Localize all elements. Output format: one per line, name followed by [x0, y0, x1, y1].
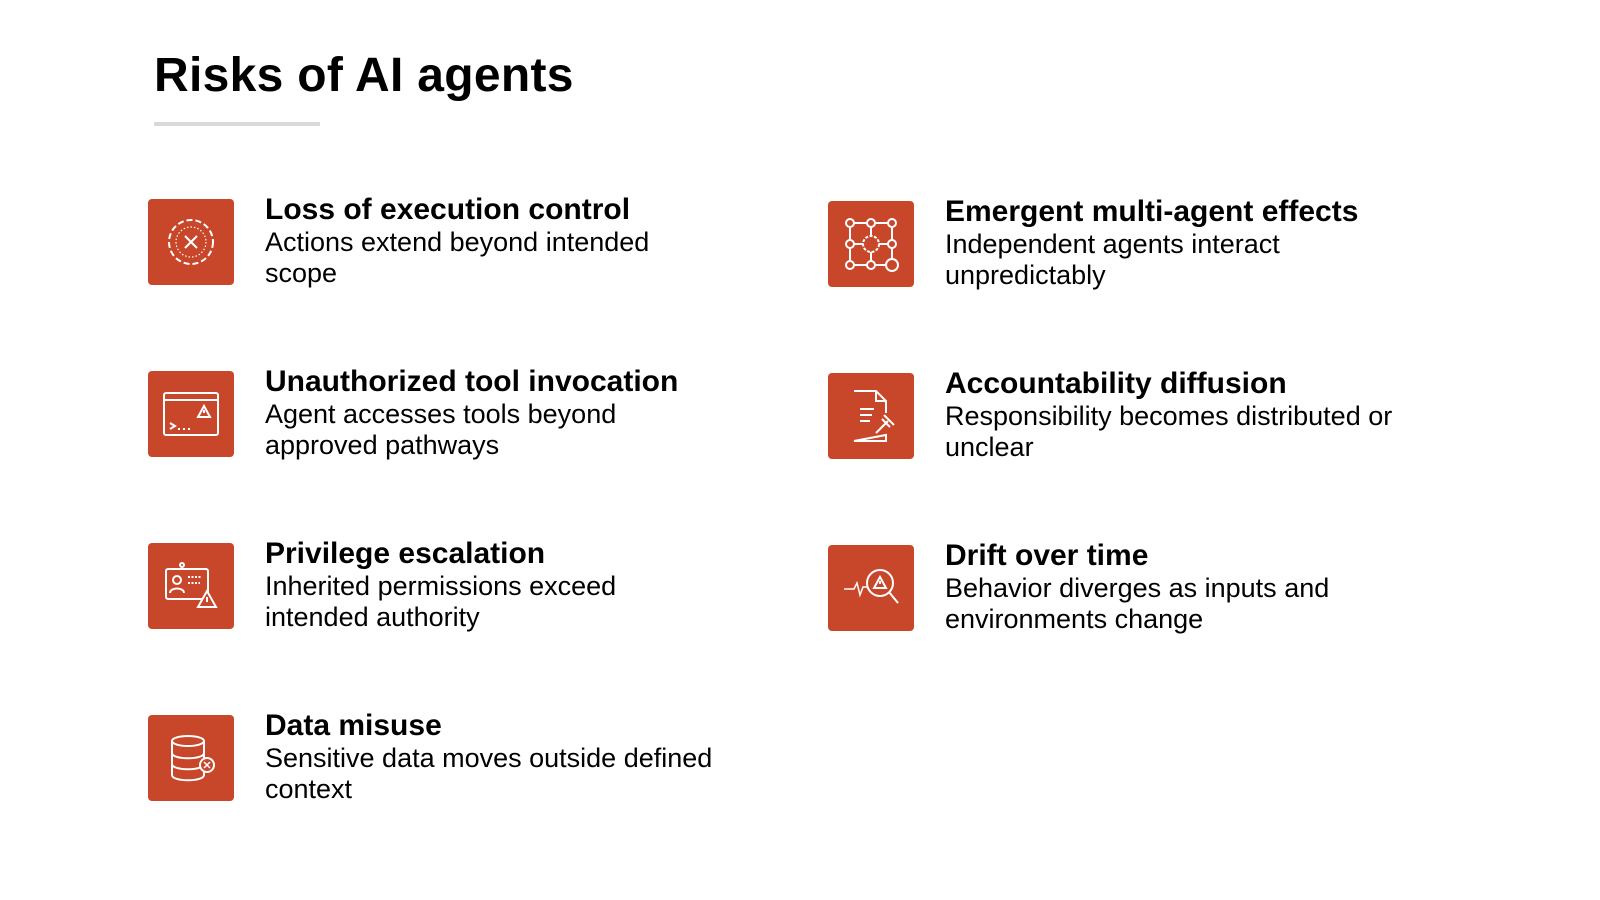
risk-heading: Unauthorized tool invocation [265, 365, 679, 398]
terminal-warning-icon [148, 371, 234, 457]
risk-item: Data misuse Sensitive data moves outside … [148, 709, 725, 805]
gear-x-icon [148, 199, 234, 285]
risk-description: Sensitive data moves outside defined con… [265, 743, 713, 804]
risk-description: Behavior diverges as inputs and environm… [945, 573, 1330, 634]
risk-description: Responsibility becomes distributed or un… [945, 401, 1393, 462]
page-title: Risks of AI agents [154, 49, 574, 102]
risk-description: Agent accesses tools beyond approved pat… [265, 399, 617, 460]
risk-heading: Drift over time [945, 539, 1149, 572]
risk-heading: Privilege escalation [265, 537, 546, 570]
risk-heading: Accountability diffusion [945, 367, 1287, 400]
risk-description: Inherited permissions exceed intended au… [265, 571, 617, 632]
risk-item: Drift over time Behavior diverges as inpu… [828, 539, 1405, 635]
risk-description: Actions extend beyond intended scope [265, 227, 650, 288]
risk-item: Loss of execution control Actions extend … [148, 193, 725, 289]
id-card-warning-icon [148, 543, 234, 629]
risk-item: Emergent multi-agent effects Independent … [828, 195, 1405, 291]
document-gavel-icon [828, 373, 914, 459]
risk-heading: Emergent multi-agent effects [945, 195, 1359, 228]
database-x-icon [148, 715, 234, 801]
risk-heading: Loss of execution control [265, 193, 631, 226]
risk-item: Unauthorized tool invocation Agent access… [148, 365, 725, 461]
risk-heading: Data misuse [265, 709, 442, 742]
magnifier-warning-icon [828, 545, 914, 631]
network-nodes-icon [828, 201, 914, 287]
title-underline [154, 122, 320, 126]
risk-item: Privilege escalation Inherited permission… [148, 537, 725, 633]
risk-description: Independent agents interact unpredictabl… [945, 229, 1280, 290]
risk-item: Accountability diffusion Responsibility b… [828, 367, 1405, 463]
